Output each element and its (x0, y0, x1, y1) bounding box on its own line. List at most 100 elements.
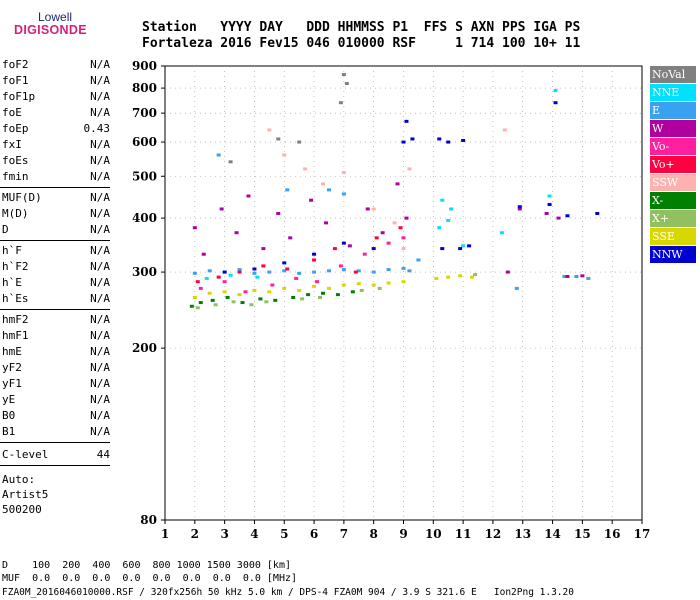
data-point (228, 273, 233, 277)
param-value: N/A (90, 393, 110, 406)
data-point (285, 188, 290, 192)
panel-divider (0, 465, 110, 466)
legend-item-vo: Vo- (650, 138, 696, 155)
data-point (255, 275, 260, 279)
panel-divider (0, 187, 110, 188)
series-vo (198, 236, 406, 294)
data-point (401, 266, 406, 270)
param-row-fxi: fxI N/A (2, 138, 110, 153)
data-point (252, 267, 257, 271)
data-point (458, 247, 463, 251)
data-point (312, 284, 317, 288)
param-row-hmf1: hmF1 N/A (2, 329, 110, 344)
data-point (344, 81, 349, 85)
data-point (276, 137, 281, 141)
param-row-hme: hmE N/A (2, 345, 110, 360)
data-point (252, 271, 257, 275)
data-point (225, 295, 230, 299)
data-point (401, 247, 406, 251)
data-point (326, 188, 331, 192)
data-point (407, 269, 412, 273)
y-tick-label: 400 (132, 211, 157, 225)
param-value: N/A (90, 223, 110, 236)
footer-distance-row: D 100 200 400 600 800 1000 1500 3000 [km… (2, 560, 291, 571)
data-point (392, 221, 397, 225)
param-label: yF2 (2, 361, 22, 374)
data-point (371, 283, 376, 287)
data-point (267, 290, 272, 294)
data-point (246, 194, 251, 198)
param-row-hf2: h`F2 N/A (2, 260, 110, 275)
legend-item-ssw: SSW (650, 174, 696, 191)
data-point (276, 211, 281, 215)
series-ssw (267, 128, 507, 251)
data-point (318, 295, 323, 299)
param-label: D (2, 223, 9, 236)
param-value: 44 (96, 448, 110, 461)
x-tick-label: 16 (604, 527, 621, 541)
data-point (565, 275, 570, 279)
data-point (371, 270, 376, 274)
data-point (204, 276, 209, 280)
param-value: N/A (90, 276, 110, 289)
header-line-1: Station YYYY DAY DDD HHMMSS P1 FFS S AXN… (142, 20, 581, 35)
data-point (470, 275, 475, 279)
param-row-fof2: foF2 N/A (2, 58, 110, 73)
param-label: fmin (2, 170, 29, 183)
data-point (261, 264, 266, 268)
data-point (335, 293, 340, 297)
x-tick-label: 12 (485, 527, 502, 541)
data-point (222, 290, 227, 294)
panel-divider (0, 442, 110, 443)
y-tick-label: 200 (132, 341, 157, 355)
auto-line: 500200 (2, 503, 42, 516)
data-point (237, 268, 242, 272)
data-point (252, 288, 257, 292)
data-point (514, 286, 519, 290)
param-label: hmF2 (2, 313, 29, 326)
y-tick-label: 500 (132, 169, 157, 183)
data-point (321, 182, 326, 186)
data-point (240, 301, 245, 305)
param-row-md: M(D) N/A (2, 207, 110, 222)
data-point (341, 171, 346, 175)
data-point (446, 218, 451, 222)
data-point (580, 274, 585, 278)
param-label: hmF1 (2, 329, 29, 342)
data-point (258, 297, 263, 301)
data-point (267, 270, 272, 274)
series-nnw (222, 101, 600, 274)
data-point (297, 288, 302, 292)
data-point (315, 280, 320, 284)
data-point (326, 286, 331, 290)
data-point (300, 297, 305, 301)
data-point (341, 268, 346, 272)
legend-item-e: E (650, 102, 696, 119)
data-point (449, 207, 454, 211)
data-point (210, 298, 215, 302)
data-point (189, 304, 194, 308)
x-tick-label: 9 (399, 527, 407, 541)
data-point (312, 258, 317, 262)
data-point (332, 247, 337, 251)
data-point (282, 286, 287, 290)
auto-line: Artist5 (2, 488, 49, 501)
panel-divider (0, 240, 110, 241)
data-point (326, 269, 331, 273)
param-row-ye: yE N/A (2, 393, 110, 408)
param-row-d: D N/A (2, 223, 110, 238)
x-tick-label: 1 (161, 527, 169, 541)
param-value: N/A (90, 170, 110, 183)
x-tick-label: 17 (634, 527, 651, 541)
data-point (440, 198, 445, 202)
param-value: N/A (90, 106, 110, 119)
param-label: B0 (2, 409, 16, 422)
legend-item-vo: Vo+ (650, 156, 696, 173)
data-point (213, 303, 218, 307)
data-point (195, 280, 200, 284)
data-point (544, 211, 549, 215)
data-point (517, 207, 522, 211)
data-point (270, 283, 275, 287)
data-point (273, 298, 278, 302)
